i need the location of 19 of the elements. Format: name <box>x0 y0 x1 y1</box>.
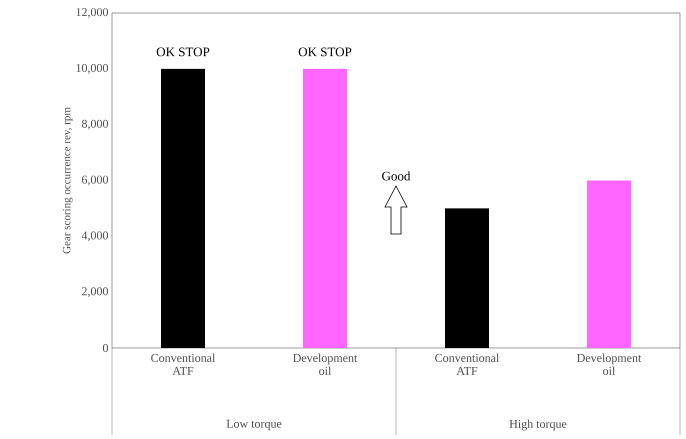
y-tick-label: 4,000 <box>82 231 108 242</box>
x-tick-label: Conventional ATF <box>151 354 216 375</box>
y-axis-title: Gear scoring occurrence rev, rpm <box>62 107 73 254</box>
y-tick-label: 2,000 <box>82 287 108 298</box>
annotation: Good <box>382 171 410 180</box>
x-tick-label: Conventional ATF <box>435 354 500 375</box>
bar <box>586 180 631 348</box>
y-tick-label: 0 <box>102 344 108 352</box>
data-label: OK STOP <box>298 48 352 56</box>
text: High torque <box>510 420 566 430</box>
x-tick-label: Development oil <box>293 354 358 375</box>
y-tick-label: 10,000 <box>76 64 108 74</box>
x-tick-label: Development oil <box>577 354 642 375</box>
y-tick-label: 8,000 <box>82 120 108 130</box>
y-tick-label: 12,000 <box>76 8 108 18</box>
text: Low torque <box>226 420 282 430</box>
y-tick-label: 6,000 <box>82 176 108 186</box>
data-label: OK STOP <box>156 48 210 56</box>
bar <box>303 68 347 348</box>
